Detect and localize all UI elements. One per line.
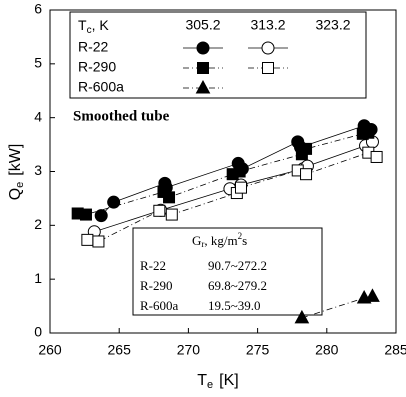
legend-marker [262, 62, 274, 74]
point [234, 181, 247, 194]
legend-column: 313.2 [250, 17, 285, 33]
x-tick-label: 265 [108, 342, 132, 358]
point [81, 233, 94, 246]
legend-column: 323.2 [315, 17, 350, 33]
legend-label: R-600a [78, 79, 124, 95]
point [294, 309, 310, 324]
y-tick-label: 6 [34, 1, 42, 17]
annotation: Smoothed tube [73, 108, 170, 124]
y-tick-label: 2 [34, 216, 42, 232]
legend-box [69, 11, 367, 99]
point [365, 288, 380, 302]
x-tick-label: 285 [384, 342, 406, 358]
series-line [94, 141, 373, 233]
y-tick-label: 4 [34, 108, 42, 124]
legend-label: R-22 [78, 39, 109, 55]
point [94, 209, 108, 223]
point [163, 191, 176, 204]
legend-column: 305.2 [185, 17, 220, 33]
series-line [87, 152, 377, 242]
legend-marker [195, 79, 211, 94]
x-tick-label: 260 [38, 342, 62, 358]
gr-table-box [132, 227, 323, 316]
legend-title: Tc, K [78, 17, 109, 36]
y-tick-label: 5 [34, 55, 42, 71]
gr-row-range: 19.5~39.0 [208, 298, 261, 313]
point [300, 142, 313, 155]
gr-table-header: Gr, kg/m2s [192, 231, 247, 249]
point [300, 168, 313, 181]
point [362, 126, 375, 139]
y-tick-label: 1 [34, 270, 42, 286]
point [233, 165, 246, 178]
gr-row-name: R-22 [140, 258, 166, 273]
series-line [77, 132, 369, 215]
point [370, 150, 383, 163]
point [79, 208, 92, 221]
gr-row-name: R-600a [140, 298, 179, 313]
y-axis-label: Qe[kW] [7, 144, 26, 201]
y-tick-label: 3 [34, 162, 42, 178]
point [165, 208, 178, 221]
point [153, 204, 166, 217]
gr-row-range: 69.8~279.2 [208, 278, 267, 293]
x-tick-label: 275 [246, 342, 270, 358]
point [92, 235, 105, 248]
legend-marker [261, 41, 275, 55]
point [107, 195, 121, 209]
gr-row-range: 90.7~272.2 [208, 258, 267, 273]
x-tick-label: 270 [177, 342, 201, 358]
legend-marker [197, 62, 209, 74]
gr-row-name: R-290 [140, 278, 173, 293]
y-tick-label: 0 [34, 324, 42, 340]
legend-label: R-290 [78, 59, 116, 75]
legend-marker [196, 41, 210, 55]
x-tick-label: 280 [315, 342, 339, 358]
x-axis-label: Te [K] [197, 372, 238, 391]
